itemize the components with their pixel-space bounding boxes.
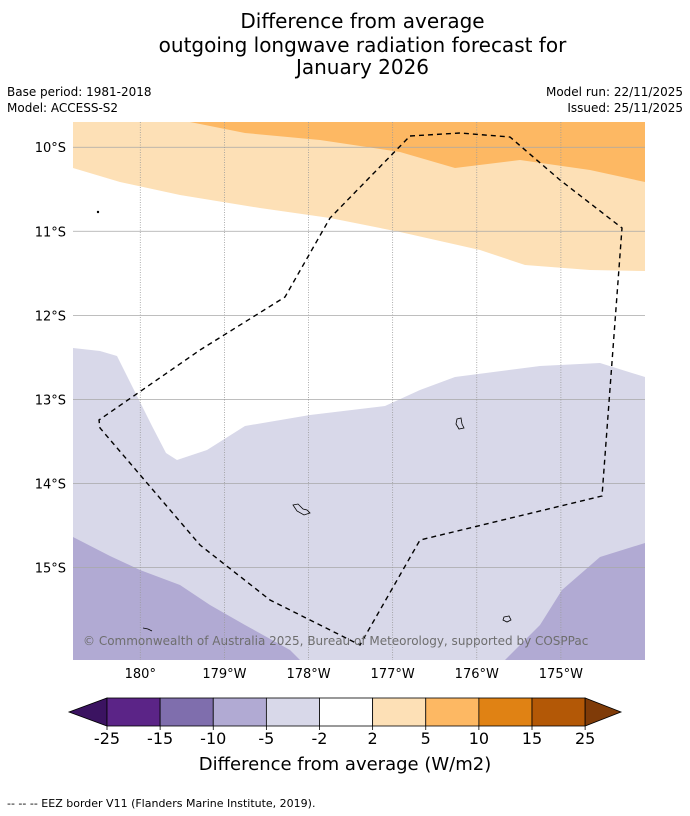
latitude-label: 13°S: [35, 393, 66, 408]
colorbar-tick-label: 10: [469, 729, 489, 748]
colorbar-tick-label: 2: [368, 729, 378, 748]
colorbar-tick-label: 25: [575, 729, 595, 748]
base-period: Base period: 1981-2018: [7, 85, 152, 99]
colorbar-segment: [372, 697, 427, 727]
colorbar-tick-label: -15: [147, 729, 173, 748]
latitude-labels: 10°S 11°S 12°S 13°S 14°S 15°S: [35, 141, 66, 576]
colorbar-tick-label: 5: [421, 729, 431, 748]
colorbar: -25 -15 -10 -5 -2 2 5 10 15 25: [67, 697, 623, 748]
colorbar-extend-low: [67, 697, 108, 727]
longitude-label: 177°W: [371, 667, 415, 682]
meta-right: Model run: 22/11/2025 Issued: 25/11/2025: [546, 84, 683, 116]
colorbar-tick-label: -5: [258, 729, 274, 748]
longitude-label: 180°: [125, 667, 156, 682]
map-area: © Commonwealth of Australia 2025, Bureau…: [73, 122, 645, 660]
island-shape: [142, 627, 153, 632]
longitude-labels: 180° 179°W 178°W 177°W 176°W 175°W: [125, 667, 583, 682]
colorbar-segment: [478, 697, 533, 727]
anomaly-region-minus-10-to-minus-5-east: [505, 543, 645, 660]
gridlines: [73, 122, 645, 660]
footnote: -- -- -- EEZ border V11 (Flanders Marine…: [7, 797, 316, 810]
title-line-1: Difference from average: [240, 9, 485, 33]
island-shape: [96, 210, 100, 214]
colorbar-segments: [67, 697, 623, 727]
latitude-label: 14°S: [35, 477, 66, 492]
colorbar-segment: [159, 697, 214, 727]
colorbar-label: Difference from average (W/m2): [198, 754, 492, 775]
longitude-label: 179°W: [202, 667, 246, 682]
colorbar-segment: [212, 697, 267, 727]
colorbar-tick-label: 15: [522, 729, 542, 748]
colorbar-segment: [531, 697, 586, 727]
colorbar-tick-label: -10: [200, 729, 226, 748]
model-run: Model run: 22/11/2025: [545, 85, 683, 99]
islands: [96, 210, 512, 632]
title-line-3: January 2026: [295, 55, 430, 79]
model-name: Model: ACCESS-S2: [7, 101, 119, 115]
colorbar-tick-label: -25: [94, 729, 120, 748]
longitude-label: 178°W: [286, 667, 330, 682]
latitude-label: 12°S: [35, 309, 66, 324]
title-line-2: outgoing longwave radiation forecast for: [158, 33, 567, 57]
longitude-label: 175°W: [539, 667, 583, 682]
meta-left: Base period: 1981-2018 Model: ACCESS-S2: [7, 84, 152, 116]
island-shape: [502, 615, 512, 623]
issued-date: Issued: 25/11/2025: [567, 101, 683, 115]
colorbar-extend-high: [584, 697, 623, 727]
latitude-label: 11°S: [35, 225, 66, 240]
copyright-text: © Commonwealth of Australia 2025, Bureau…: [83, 634, 588, 648]
colorbar-tick-label: -2: [312, 729, 328, 748]
anomaly-region-5-to-10: [190, 122, 645, 182]
colorbar-segment: [425, 697, 480, 727]
colorbar-segment: [319, 697, 374, 727]
colorbar-ticks: -25 -15 -10 -5 -2 2 5 10 15 25: [94, 726, 595, 748]
island-shape: [455, 417, 465, 430]
latitude-label: 15°S: [35, 562, 66, 577]
colorbar-segment: [106, 697, 161, 727]
colorbar-segment: [265, 697, 320, 727]
longitude-label: 176°W: [455, 667, 499, 682]
anomaly-region-minus-5-to-minus-2: [73, 348, 645, 660]
latitude-label: 10°S: [35, 141, 66, 156]
island-shape: [292, 503, 311, 516]
